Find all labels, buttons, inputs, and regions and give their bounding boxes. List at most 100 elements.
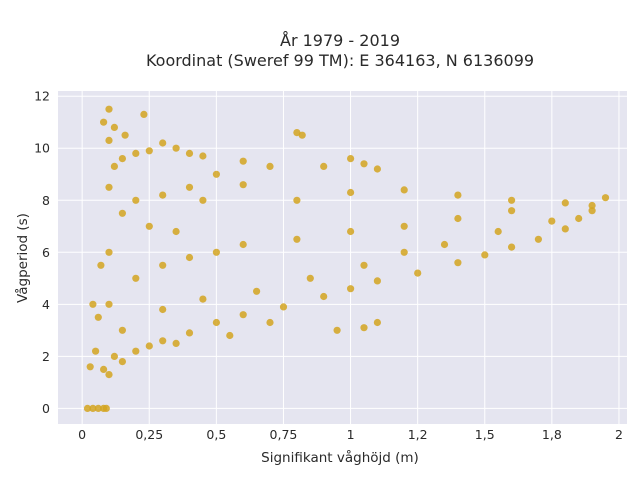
- data-point: [199, 152, 207, 160]
- y-tick-label: 12: [34, 89, 50, 104]
- data-point: [110, 162, 118, 170]
- data-point: [481, 251, 489, 259]
- data-point: [105, 371, 113, 379]
- y-tick-label: 10: [34, 141, 50, 156]
- data-point: [400, 248, 408, 256]
- data-point: [266, 162, 274, 170]
- data-point: [199, 196, 207, 204]
- data-point: [360, 324, 368, 332]
- data-point: [508, 207, 516, 215]
- data-point: [454, 259, 462, 267]
- data-point: [561, 199, 569, 207]
- x-tick-label: 0,5: [206, 427, 226, 442]
- data-point: [172, 339, 180, 347]
- data-point: [159, 191, 167, 199]
- data-point: [86, 363, 94, 371]
- data-point: [212, 318, 220, 327]
- data-point: [159, 139, 167, 147]
- data-point: [94, 313, 102, 321]
- x-tick-label: 0,25: [135, 427, 163, 442]
- data-point: [239, 311, 247, 319]
- y-tick-label: 8: [42, 193, 50, 208]
- data-point: [575, 214, 583, 223]
- x-tick-label: 0,75: [270, 427, 298, 442]
- tick-labels: 0 0,25 0,5 0,75 1 1,2 1,5 1,8 2 0 2 4 6 8 10 12: [34, 89, 623, 442]
- x-tick-label: 1,5: [475, 427, 495, 442]
- x-tick-label: 2: [615, 427, 623, 442]
- data-point: [333, 326, 341, 334]
- data-point: [601, 194, 610, 202]
- data-point: [226, 331, 234, 340]
- grid: [58, 91, 627, 424]
- data-point: [253, 287, 261, 295]
- data-point: [172, 227, 180, 236]
- data-points: [83, 105, 610, 412]
- data-point: [373, 165, 381, 173]
- data-point: [548, 217, 556, 225]
- data-point: [132, 196, 140, 204]
- data-point: [347, 188, 355, 197]
- data-point: [159, 261, 167, 269]
- data-point: [360, 160, 368, 168]
- y-axis-label: Vågperiod (s): [14, 213, 31, 303]
- y-tick-label: 0: [42, 401, 50, 416]
- data-point: [588, 207, 596, 215]
- data-point: [239, 181, 247, 189]
- data-point: [100, 118, 108, 126]
- data-point: [94, 404, 102, 412]
- data-point: [440, 240, 449, 249]
- data-point: [110, 123, 118, 131]
- data-point: [118, 326, 126, 334]
- data-point: [102, 404, 110, 412]
- data-point: [508, 243, 516, 251]
- data-point: [306, 274, 314, 282]
- data-point: [400, 222, 408, 230]
- data-point: [105, 136, 113, 144]
- data-point: [347, 227, 355, 236]
- data-point: [118, 358, 126, 366]
- data-point: [83, 404, 92, 412]
- data-point: [172, 144, 180, 152]
- data-point: [561, 225, 569, 233]
- chart-title: År 1979 - 2019: [280, 31, 400, 50]
- data-point: [293, 235, 301, 243]
- data-point: [400, 186, 408, 194]
- data-point: [279, 303, 288, 311]
- data-point: [121, 131, 129, 139]
- data-point: [105, 105, 113, 113]
- data-point: [239, 240, 247, 249]
- data-point: [132, 149, 140, 157]
- data-point: [159, 305, 167, 314]
- data-point: [140, 110, 148, 118]
- data-point: [159, 337, 167, 345]
- data-point: [373, 277, 381, 285]
- data-point: [360, 261, 368, 269]
- y-tick-label: 6: [42, 245, 50, 260]
- plot-area: [58, 91, 627, 424]
- data-point: [110, 352, 118, 360]
- data-point: [118, 155, 126, 163]
- data-point: [320, 162, 328, 170]
- data-point: [185, 329, 194, 337]
- data-point: [454, 191, 462, 199]
- data-point: [89, 300, 97, 308]
- data-point: [145, 147, 153, 155]
- data-point: [347, 285, 355, 293]
- data-point: [105, 300, 113, 308]
- data-point: [92, 347, 100, 355]
- y-tick-label: 4: [42, 297, 50, 312]
- data-point: [185, 183, 194, 191]
- data-point: [132, 347, 140, 355]
- data-point: [212, 248, 220, 256]
- y-tick-label: 2: [42, 349, 50, 364]
- x-tick-label: 1,2: [408, 427, 428, 442]
- data-point: [293, 196, 301, 204]
- data-point: [347, 155, 355, 163]
- data-point: [118, 209, 126, 217]
- data-point: [105, 248, 113, 256]
- data-point: [588, 201, 596, 210]
- data-point: [320, 292, 328, 301]
- data-point: [199, 295, 207, 303]
- data-point: [100, 365, 108, 373]
